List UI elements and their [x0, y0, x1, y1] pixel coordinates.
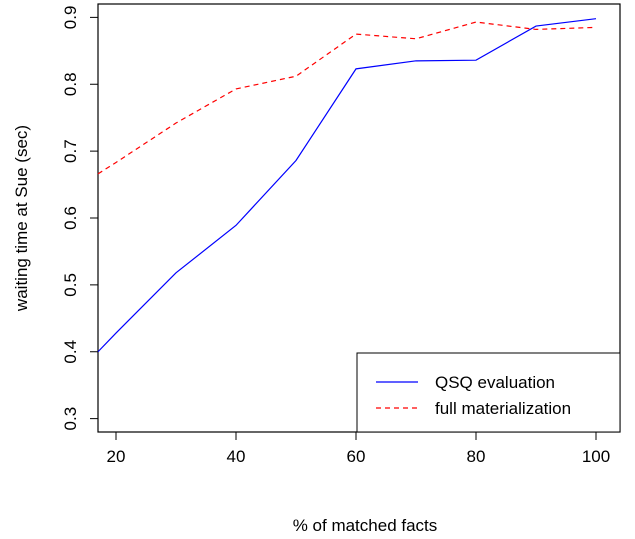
x-tick-label: 60: [347, 447, 366, 466]
legend: QSQ evaluation full materialization: [356, 352, 621, 433]
y-tick-label: 0.6: [61, 206, 80, 230]
y-tick-label: 0.7: [61, 139, 80, 163]
y-tick-label: 0.9: [61, 6, 80, 30]
y-tick-label: 0.5: [61, 273, 80, 297]
series-layer: [97, 18, 597, 353]
y-tick-label: 0.4: [61, 340, 80, 364]
x-tick-label: 100: [582, 447, 610, 466]
x-axis-title: % of matched facts: [293, 516, 438, 535]
y-tick-label: 0.8: [61, 72, 80, 96]
series-line-full-materialization: [97, 21, 597, 175]
x-tick-label: 40: [227, 447, 246, 466]
x-tick-label: 20: [107, 447, 126, 466]
x-axis: 20 40 60 80 100: [107, 432, 610, 466]
y-tick-label: 0.3: [61, 407, 80, 431]
legend-label: QSQ evaluation: [435, 373, 555, 392]
y-axis-title: waiting time at Sue (sec): [12, 125, 31, 312]
legend-box: [356, 352, 621, 433]
legend-label: full materialization: [435, 399, 571, 418]
series-line-qsq-evaluation: [97, 18, 597, 353]
x-tick-label: 80: [467, 447, 486, 466]
y-axis: 0.3 0.4 0.5 0.6 0.7 0.8 0.9: [61, 6, 98, 431]
